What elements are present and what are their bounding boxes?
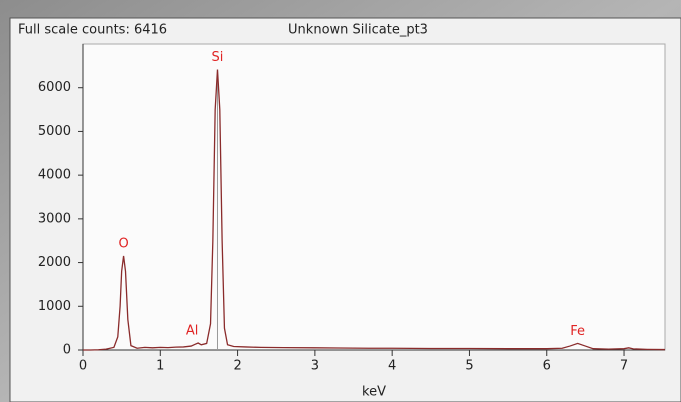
- peak-label: O: [118, 237, 128, 252]
- y-tick-label: 3000: [38, 211, 71, 226]
- plot-area: [83, 44, 665, 350]
- y-tick-label: 2000: [38, 255, 71, 270]
- x-tick-label: 0: [79, 359, 87, 374]
- peak-label: Fe: [570, 324, 585, 339]
- x-tick-label: 1: [156, 359, 164, 374]
- x-tick-label: 3: [311, 359, 319, 374]
- peak-label: Si: [212, 50, 224, 65]
- chart-title: Unknown Silicate_pt3: [288, 23, 428, 38]
- y-tick-label: 6000: [38, 80, 71, 95]
- x-tick-label: 2: [233, 359, 241, 374]
- chart-subtitle: Full scale counts: 6416: [18, 23, 167, 38]
- chart: Full scale counts: 6416 Unknown Silicate…: [0, 0, 681, 402]
- y-tick-label: 5000: [38, 124, 71, 139]
- y-tick-label: 0: [63, 343, 71, 358]
- peak-label: Al: [186, 324, 199, 339]
- y-tick-label: 4000: [38, 168, 71, 183]
- x-tick-label: 6: [543, 359, 551, 374]
- page: Full scale counts: 6416 Unknown Silicate…: [0, 0, 681, 402]
- y-tick-label: 1000: [38, 299, 71, 314]
- x-tick-label: 5: [465, 359, 473, 374]
- x-tick-label: 7: [620, 359, 628, 374]
- x-axis-label: keV: [362, 385, 386, 400]
- x-tick-label: 4: [388, 359, 396, 374]
